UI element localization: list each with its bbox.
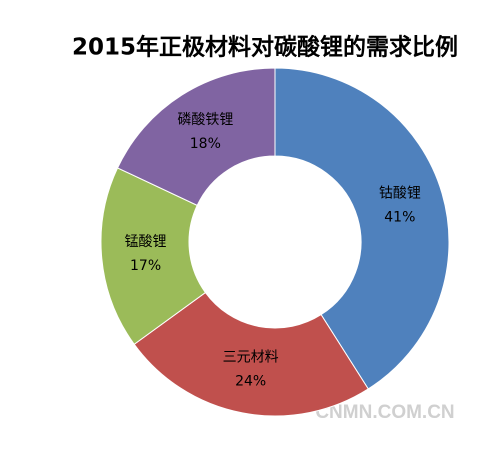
donut-slice (133, 291, 369, 417)
slice-value-label: 17% (130, 258, 161, 274)
chart-title: 2015年正极材料对碳酸锂的需求比例 (72, 34, 458, 61)
slice-label: 钴酸锂 (379, 186, 421, 202)
slice-value-label: 24% (235, 374, 266, 390)
donut-slice (274, 67, 450, 390)
slice-label: 三元材料 (223, 350, 279, 366)
watermark: CNMN.COM.CN (315, 402, 454, 423)
slice-value-label: 41% (384, 210, 415, 226)
slice-label: 锰酸锂 (125, 234, 167, 250)
slice-value-label: 18% (190, 136, 221, 152)
donut-slice (100, 167, 207, 345)
slice-label: 磷酸铁锂 (177, 112, 233, 128)
donut-slice (116, 67, 276, 207)
